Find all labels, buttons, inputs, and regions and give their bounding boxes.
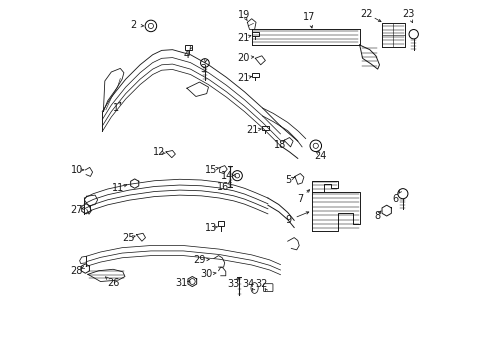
Text: 29: 29 bbox=[193, 255, 205, 265]
Text: 31: 31 bbox=[175, 278, 187, 288]
Bar bbox=[218, 221, 224, 226]
Text: 10: 10 bbox=[71, 165, 83, 175]
Bar bbox=[251, 73, 258, 77]
Text: 18: 18 bbox=[274, 140, 286, 150]
Text: 4: 4 bbox=[183, 50, 189, 60]
Text: 8: 8 bbox=[373, 211, 379, 221]
Text: 2: 2 bbox=[130, 20, 137, 30]
Text: 5: 5 bbox=[285, 175, 291, 185]
Text: 25: 25 bbox=[122, 233, 135, 243]
Text: 24: 24 bbox=[314, 150, 326, 161]
Text: 32: 32 bbox=[255, 279, 267, 289]
Bar bbox=[251, 32, 258, 36]
Text: 16: 16 bbox=[216, 182, 228, 192]
Bar bbox=[185, 45, 192, 50]
Text: 23: 23 bbox=[401, 9, 414, 19]
Text: 34: 34 bbox=[242, 279, 254, 289]
Text: 14: 14 bbox=[221, 171, 233, 181]
Text: 26: 26 bbox=[107, 278, 119, 288]
Text: 22: 22 bbox=[360, 9, 372, 19]
Text: 19: 19 bbox=[237, 10, 249, 20]
Text: 9: 9 bbox=[285, 215, 291, 225]
Text: 6: 6 bbox=[391, 194, 397, 204]
Text: 33: 33 bbox=[226, 279, 239, 289]
Text: 12: 12 bbox=[152, 147, 164, 157]
Text: 21: 21 bbox=[246, 125, 258, 135]
Bar bbox=[261, 126, 268, 130]
Text: 7: 7 bbox=[297, 194, 303, 204]
Text: 20: 20 bbox=[237, 53, 249, 63]
Text: 1: 1 bbox=[112, 103, 119, 113]
Text: 21: 21 bbox=[237, 33, 249, 43]
Text: 17: 17 bbox=[303, 12, 315, 22]
Text: 30: 30 bbox=[200, 269, 212, 279]
Text: 13: 13 bbox=[205, 222, 217, 233]
Text: 15: 15 bbox=[205, 165, 217, 175]
Text: 28: 28 bbox=[70, 266, 82, 276]
Text: 11: 11 bbox=[111, 183, 123, 193]
Text: 3: 3 bbox=[200, 64, 206, 74]
Text: 27: 27 bbox=[70, 204, 82, 215]
Text: 21: 21 bbox=[237, 73, 249, 83]
